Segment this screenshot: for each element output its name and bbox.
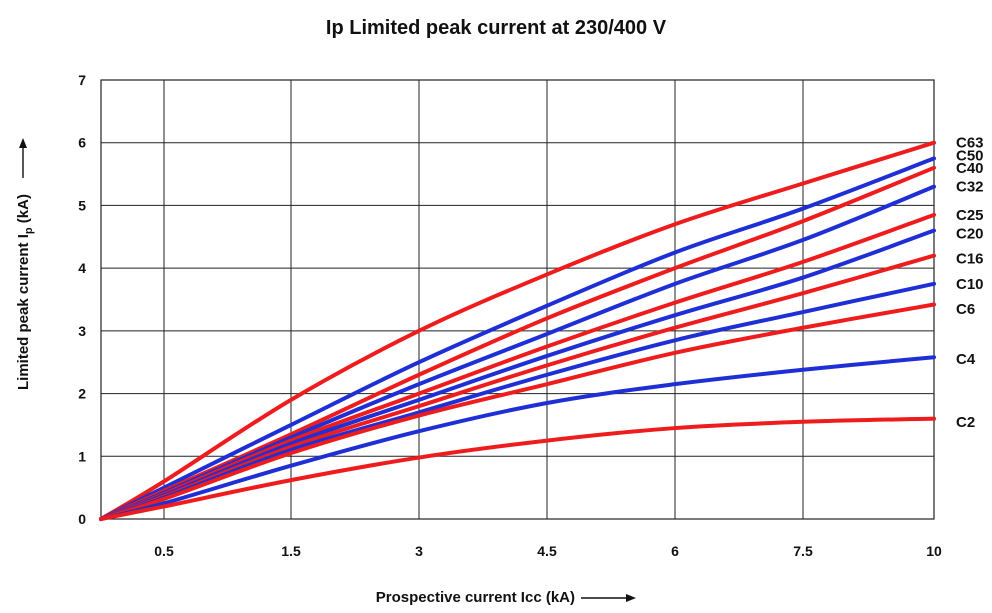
tick-labels: 0.5 1.5 3 4.5 6 7.5 10 0 1 2 3 4 5 6 7 xyxy=(78,72,942,559)
x-tick-label: 3 xyxy=(415,543,423,559)
series-line-c2 xyxy=(99,416,936,521)
series-line-c4 xyxy=(99,355,936,521)
series-line-c16 xyxy=(99,253,936,521)
y-tick-label: 7 xyxy=(78,72,86,88)
series-line-c50 xyxy=(99,156,936,521)
series-label-c25: C25 xyxy=(956,207,984,224)
x-axis-title: Prospective current Icc (kA) xyxy=(376,589,636,606)
y-axis-title: Limited peak current Ip (kA) xyxy=(15,138,35,390)
x-tick-label: 0.5 xyxy=(154,543,174,559)
y-axis-label: Limited peak current Ip (kA) xyxy=(15,194,35,390)
x-tick-label: 4.5 xyxy=(537,543,557,559)
series-label-c10: C10 xyxy=(956,276,984,293)
series-label-c6: C6 xyxy=(956,301,975,318)
y-tick-label: 1 xyxy=(78,448,86,464)
x-tick-label: 10 xyxy=(926,543,942,559)
series-line-c6 xyxy=(99,302,936,521)
series-label-c32: C32 xyxy=(956,179,984,196)
x-tick-label: 6 xyxy=(671,543,679,559)
x-tick-label: 7.5 xyxy=(793,543,813,559)
series-label-c20: C20 xyxy=(956,226,984,243)
series-label-c2: C2 xyxy=(956,414,975,431)
y-tick-label: 4 xyxy=(78,260,86,276)
y-tick-label: 6 xyxy=(78,135,86,151)
series-label-c4: C4 xyxy=(956,351,976,368)
series-label-c16: C16 xyxy=(956,251,984,268)
y-tick-label: 5 xyxy=(78,197,86,213)
series-lines xyxy=(99,140,936,521)
chart-title: Ip Limited peak current at 230/400 V xyxy=(326,17,667,39)
series-label-c63: C63 xyxy=(956,135,984,152)
series-line-c63 xyxy=(99,140,936,521)
series-label-c50: C50 xyxy=(956,147,984,164)
y-axis-arrow-head xyxy=(19,138,27,148)
x-axis-arrow-head xyxy=(626,594,636,602)
y-tick-label: 2 xyxy=(78,386,86,402)
x-axis-label: Prospective current Icc (kA) xyxy=(376,589,575,606)
y-tick-label: 0 xyxy=(78,511,86,527)
x-tick-label: 1.5 xyxy=(281,543,301,559)
grid xyxy=(100,79,935,520)
y-tick-label: 3 xyxy=(78,323,86,339)
series-label-c40: C40 xyxy=(956,160,984,177)
plot-frame xyxy=(100,79,935,520)
